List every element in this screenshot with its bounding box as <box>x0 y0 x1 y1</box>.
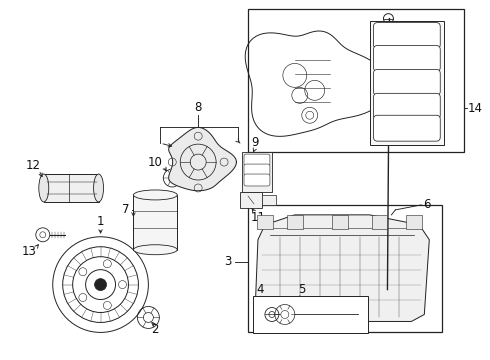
Text: 13: 13 <box>22 245 36 258</box>
Bar <box>240 192 262 208</box>
Polygon shape <box>255 215 429 321</box>
Text: 2: 2 <box>151 323 159 336</box>
Ellipse shape <box>94 174 103 202</box>
Bar <box>248 205 442 332</box>
Bar <box>242 152 272 192</box>
FancyBboxPatch shape <box>373 69 440 95</box>
Bar <box>44 174 98 202</box>
Bar <box>332 215 347 229</box>
Circle shape <box>95 279 106 291</box>
Bar <box>253 296 368 333</box>
Ellipse shape <box>133 245 177 255</box>
Bar <box>287 215 303 229</box>
FancyBboxPatch shape <box>244 174 270 186</box>
Bar <box>248 9 464 152</box>
Ellipse shape <box>133 190 177 200</box>
Polygon shape <box>169 127 237 191</box>
Text: 4: 4 <box>256 283 264 296</box>
Bar <box>133 195 177 250</box>
Text: 6: 6 <box>423 198 431 211</box>
FancyBboxPatch shape <box>373 93 440 119</box>
FancyBboxPatch shape <box>244 154 270 166</box>
Bar <box>262 195 276 205</box>
Text: 12: 12 <box>25 158 40 172</box>
Bar <box>371 215 388 229</box>
Text: 9: 9 <box>251 136 259 149</box>
Text: 5: 5 <box>298 283 305 296</box>
Text: 14: 14 <box>467 102 483 115</box>
Bar <box>406 215 422 229</box>
Text: 15: 15 <box>375 22 390 35</box>
Bar <box>257 215 273 229</box>
Text: 1: 1 <box>97 215 104 228</box>
Bar <box>369 21 444 145</box>
FancyBboxPatch shape <box>373 115 440 141</box>
Ellipse shape <box>39 174 49 202</box>
Text: 3: 3 <box>224 255 232 268</box>
Text: 10: 10 <box>148 156 163 168</box>
Text: 7: 7 <box>122 203 129 216</box>
Text: 8: 8 <box>195 101 202 114</box>
FancyBboxPatch shape <box>373 23 440 49</box>
Text: 11: 11 <box>250 211 266 224</box>
FancyBboxPatch shape <box>373 45 440 71</box>
FancyBboxPatch shape <box>244 164 270 176</box>
